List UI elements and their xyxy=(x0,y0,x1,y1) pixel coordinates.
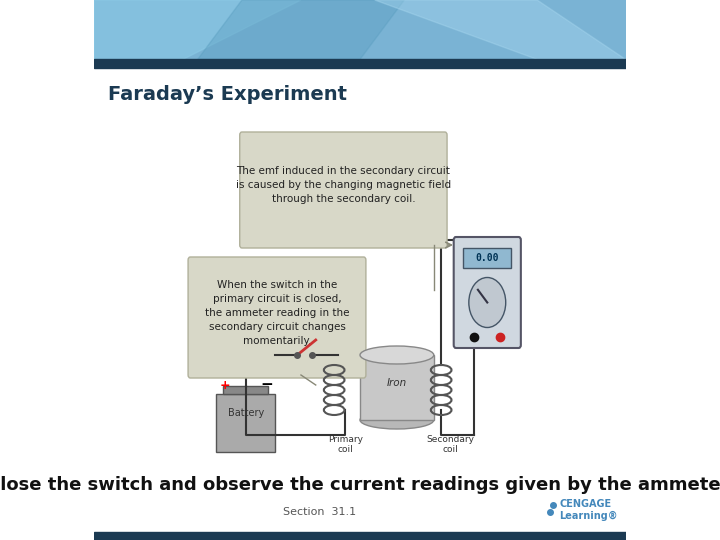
Text: Iron: Iron xyxy=(387,377,407,388)
Ellipse shape xyxy=(360,411,433,429)
FancyBboxPatch shape xyxy=(188,257,366,378)
Bar xyxy=(94,0,626,59)
Bar xyxy=(216,394,275,452)
Text: CENGAGE
Learning®: CENGAGE Learning® xyxy=(559,499,618,521)
Text: Secondary
coil: Secondary coil xyxy=(426,435,474,454)
Text: Section  31.1: Section 31.1 xyxy=(283,507,356,517)
Polygon shape xyxy=(94,0,301,59)
Text: Primary
coil: Primary coil xyxy=(328,435,363,454)
FancyBboxPatch shape xyxy=(240,132,447,248)
Text: 0.00: 0.00 xyxy=(475,253,499,263)
Polygon shape xyxy=(374,0,626,59)
Circle shape xyxy=(469,278,505,327)
Text: +: + xyxy=(220,379,230,392)
Polygon shape xyxy=(198,0,404,59)
Bar xyxy=(223,386,268,394)
FancyBboxPatch shape xyxy=(454,237,521,348)
Text: Close the switch and observe the current readings given by the ammeter.: Close the switch and observe the current… xyxy=(0,476,720,494)
Bar xyxy=(94,532,626,540)
Text: Battery: Battery xyxy=(228,408,264,418)
Text: When the switch in the
primary circuit is closed,
the ammeter reading in the
sec: When the switch in the primary circuit i… xyxy=(204,280,349,346)
Text: −: − xyxy=(260,377,273,392)
Text: The emf induced in the secondary circuit
is caused by the changing magnetic fiel: The emf induced in the secondary circuit… xyxy=(236,166,451,204)
Ellipse shape xyxy=(360,346,433,364)
Bar xyxy=(94,59,626,68)
Bar xyxy=(463,248,511,268)
Bar xyxy=(360,355,433,420)
Text: Faraday’s Experiment: Faraday’s Experiment xyxy=(108,85,346,105)
